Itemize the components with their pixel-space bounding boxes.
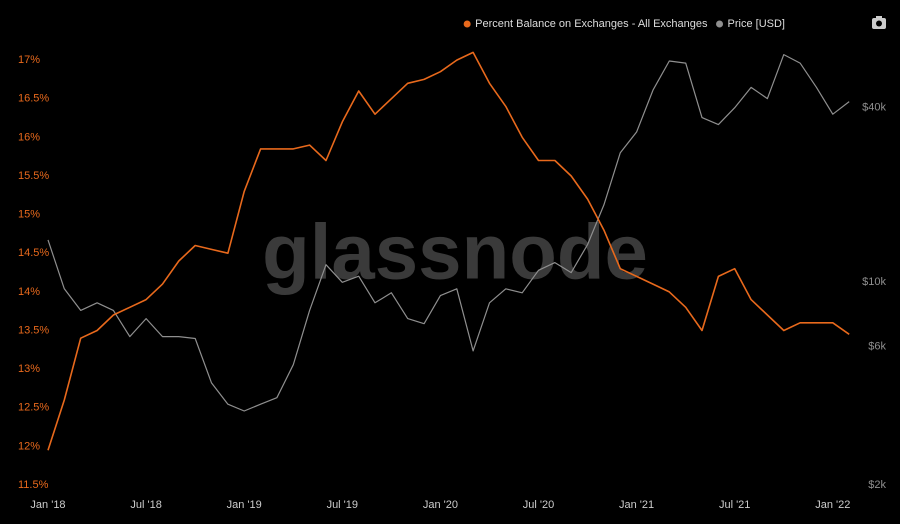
x-tick-label: Jan '20 bbox=[423, 499, 458, 511]
x-tick-label: Jul '21 bbox=[719, 499, 750, 511]
y-tick-label: 17% bbox=[18, 54, 40, 66]
y-tick-label: 14% bbox=[18, 286, 40, 298]
camera-top[interactable] bbox=[876, 16, 882, 19]
y2-tick-label: $10k bbox=[862, 276, 886, 288]
series-line bbox=[47, 51, 850, 451]
y-tick-label: 13% bbox=[18, 363, 40, 375]
x-tick-label: Jan '21 bbox=[619, 499, 654, 511]
y-tick-label: 12.5% bbox=[18, 402, 49, 414]
y2-tick-label: $40k bbox=[862, 102, 886, 114]
x-tick-label: Jan '19 bbox=[227, 499, 262, 511]
y-tick-label: 16.5% bbox=[18, 93, 49, 105]
y-tick-label: 12% bbox=[18, 440, 40, 452]
y-tick-label: 15.5% bbox=[18, 170, 49, 182]
x-tick-label: Jul '19 bbox=[327, 499, 358, 511]
y-tick-label: 14.5% bbox=[18, 247, 49, 259]
x-tick-label: Jul '18 bbox=[130, 499, 161, 511]
y-tick-label: 11.5% bbox=[18, 479, 49, 491]
camera-icon[interactable] bbox=[872, 16, 886, 29]
legend-label[interactable]: Price [USD] bbox=[728, 18, 785, 30]
camera-lens[interactable] bbox=[876, 20, 882, 27]
x-tick-label: Jan '22 bbox=[815, 499, 850, 511]
y-tick-label: 16% bbox=[18, 131, 40, 143]
y-tick-label: 13.5% bbox=[18, 324, 49, 336]
series-line bbox=[47, 54, 850, 412]
legend-label[interactable]: Percent Balance on Exchanges - All Excha… bbox=[475, 18, 708, 30]
x-tick-label: Jul '20 bbox=[523, 499, 554, 511]
x-tick-label: Jan '18 bbox=[30, 499, 65, 511]
y-tick-label: 15% bbox=[18, 209, 40, 221]
y2-tick-label: $6k bbox=[868, 341, 886, 353]
y2-tick-label: $2k bbox=[868, 479, 886, 491]
legend-marker bbox=[716, 20, 724, 28]
legend-marker bbox=[463, 20, 471, 28]
